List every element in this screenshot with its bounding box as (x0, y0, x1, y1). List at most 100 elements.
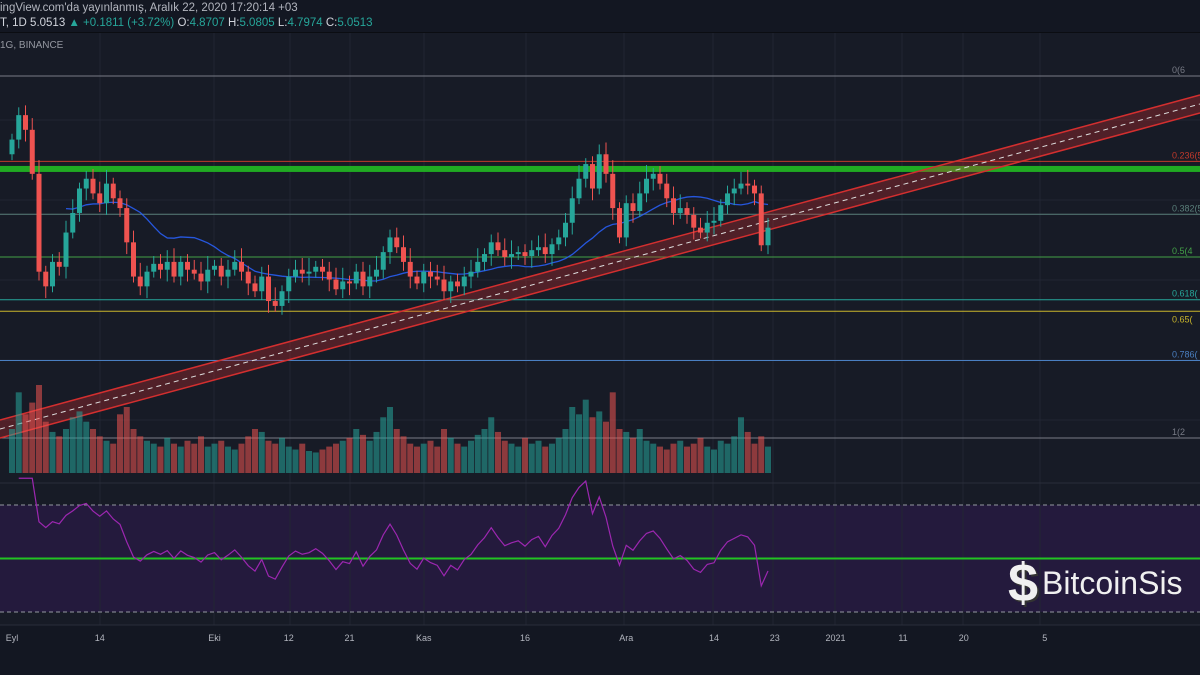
channel-lower-line (0, 112, 1200, 439)
candle-body (684, 208, 690, 215)
volume-bar (360, 434, 366, 473)
candle-body (239, 261, 244, 272)
open-label: O: (177, 17, 190, 29)
candle-body (63, 232, 69, 267)
candle-body (50, 261, 55, 287)
volume-bar (447, 437, 454, 473)
candle-body (414, 276, 420, 284)
candle-body (380, 252, 386, 270)
volume-bar (636, 429, 643, 473)
candle-body (394, 237, 400, 248)
candle-body (374, 269, 379, 277)
channel-mid-line (0, 103, 1200, 430)
x-axis-tick-label: Kas (416, 633, 432, 643)
candle-body (637, 193, 643, 212)
candle-body (630, 203, 636, 212)
candle-body (536, 247, 541, 251)
x-axis-tick-label: 14 (95, 633, 105, 643)
candle-body (623, 203, 629, 238)
x-axis-tick-label: 23 (770, 633, 780, 643)
candle-body (299, 269, 305, 274)
volume-bar (380, 417, 387, 473)
volume-bar (724, 443, 731, 473)
volume-bar (69, 417, 76, 473)
volume-bar (684, 446, 690, 473)
candle-body (407, 261, 413, 277)
volume-bar (225, 446, 231, 473)
candle-body (110, 183, 116, 199)
volume-bar (319, 449, 326, 473)
candle-body (549, 244, 555, 255)
candle-body (563, 222, 568, 238)
volume-bar (265, 440, 272, 473)
candle-body (731, 188, 737, 194)
candle-body (745, 183, 751, 186)
fib-level-label: 0.618( (1172, 289, 1198, 299)
volume-bar (704, 446, 711, 473)
volume-bar (508, 443, 515, 473)
volume-bar (96, 436, 103, 473)
candle-body (698, 227, 703, 233)
high-label: H: (227, 17, 240, 29)
volume-bar (76, 411, 83, 473)
price-chart[interactable]: 0(6 0.236(5 0.382(5 0.5(4 0.618(0.65(0.786(1… (0, 33, 1200, 675)
volume-bar (744, 431, 751, 473)
volume-bar (535, 440, 542, 473)
candle-body (482, 254, 487, 262)
volume-bar (258, 431, 265, 473)
candle-body (617, 208, 622, 238)
volume-bar (353, 429, 360, 473)
high-value: 5.0805 (239, 17, 275, 29)
volume-bar (36, 385, 42, 473)
candle-body (97, 193, 103, 204)
candle-body (711, 220, 717, 223)
volume-bar (164, 437, 171, 473)
fib-level-label: 0.382(5 (1172, 203, 1200, 213)
volume-bar (427, 440, 434, 473)
volume-bar (488, 417, 495, 473)
candle-body (131, 242, 136, 277)
volume-bar (245, 436, 252, 473)
candle-body (90, 178, 96, 194)
x-axis-tick-label: 20 (959, 633, 969, 643)
last-price: 5.0513 (30, 17, 66, 29)
volume-bar (711, 449, 717, 473)
fib-level-label: 0.236(5 (1172, 150, 1200, 160)
candle-body (9, 139, 15, 155)
price-change: ▲ +0.1811 (+3.72%) (68, 17, 175, 29)
symbol-interval: 1G, BINANCE (0, 40, 64, 51)
watermark-text: BitcoinSis (1042, 565, 1183, 601)
candle-body (185, 261, 190, 270)
candle-body (36, 173, 42, 272)
volume-bar (420, 443, 427, 473)
candle-body (360, 271, 366, 287)
candle-body (596, 154, 602, 189)
volume-bar (616, 429, 623, 473)
volume-bar (474, 434, 481, 473)
volume-bar (218, 440, 225, 473)
volume-bar (407, 443, 414, 473)
volume-bar (758, 436, 765, 473)
volume-bar (157, 446, 164, 473)
candle-body (232, 261, 238, 270)
volume-bar (272, 443, 279, 473)
volume-bar (42, 421, 49, 473)
watermark-logo: $ BitcoinSis (1008, 556, 1183, 610)
volume-bar (231, 449, 238, 473)
candle-body (313, 266, 319, 272)
candle-body (603, 154, 609, 174)
candle-body (671, 198, 676, 213)
candle-body (326, 271, 332, 280)
candle-body (691, 214, 697, 228)
x-axis-tick-label: 12 (284, 633, 294, 643)
candle-body (738, 183, 744, 189)
volume-bar (204, 446, 211, 473)
candle-body (468, 271, 474, 277)
volume-bar (690, 443, 697, 473)
fib-level-label: 0.65( (1172, 314, 1193, 324)
volume-bar (387, 407, 393, 473)
candle-body (421, 271, 427, 284)
volume-bar (461, 446, 468, 473)
candle-body (144, 271, 150, 287)
fib-level-label: 1(2 (1172, 427, 1185, 437)
